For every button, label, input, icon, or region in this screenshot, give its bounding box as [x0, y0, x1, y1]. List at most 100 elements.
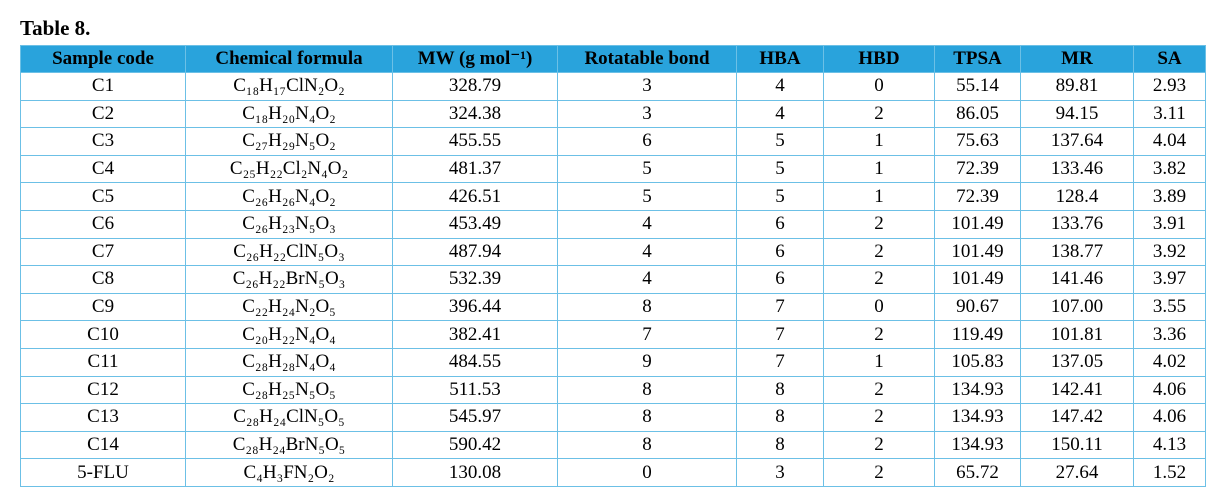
table-cell: 9 [557, 347, 737, 377]
table-cell: C₁₈H₁₇ClN₂O₂ [185, 72, 393, 101]
header-cell: Sample code [20, 45, 186, 73]
table-cell: 1 [823, 127, 935, 156]
table-cell: C₂₆H₂₆N₄O₂ [185, 182, 393, 211]
table-cell: 3 [557, 99, 737, 129]
table-cell: 453.49 [392, 209, 558, 239]
table-cell: 545.97 [392, 403, 558, 432]
table-cell: 65.72 [934, 458, 1021, 487]
header-cell: Chemical formula [185, 45, 393, 73]
table-cell: 6 [557, 127, 737, 156]
table-cell: 2 [823, 458, 935, 487]
table-cell: 3 [557, 72, 737, 101]
header-cell: MW (g mol⁻¹) [392, 45, 558, 73]
table-cell: 133.76 [1020, 209, 1134, 239]
header-cell: SA [1133, 45, 1206, 73]
table-cell: 8 [557, 292, 737, 322]
table-cell: C₂₈H₂₄ClN₅O₅ [185, 403, 393, 432]
table-cell: 8 [736, 430, 824, 460]
table-cell: 396.44 [392, 292, 558, 322]
table-cell: 5 [736, 154, 824, 184]
table-cell: 4 [557, 265, 737, 294]
table-cell: 4.13 [1133, 430, 1206, 460]
table-cell: C9 [20, 292, 186, 322]
table-cell: 4.06 [1133, 375, 1206, 405]
table-cell: 2 [823, 265, 935, 294]
table-cell: 4.04 [1133, 127, 1206, 156]
table-cell: 5 [736, 182, 824, 211]
table-cell: 590.42 [392, 430, 558, 460]
table-cell: 5 [557, 182, 737, 211]
table-cell: 8 [557, 403, 737, 432]
table-cell: 2 [823, 430, 935, 460]
table-cell: 105.83 [934, 347, 1021, 377]
table-cell: 94.15 [1020, 99, 1134, 129]
table-cell: 3.89 [1133, 182, 1206, 211]
table-cell: 130.08 [392, 458, 558, 487]
table-cell: 2 [823, 237, 935, 267]
table-cell: 137.64 [1020, 127, 1134, 156]
header-row: Sample code Chemical formula MW (g mol⁻¹) R… [20, 45, 1206, 73]
table-cell: 4 [736, 72, 824, 101]
table-row: C10 C₂₀H₂₂N₄O₄ 382.41 7 7 2 119.49 101.81 3.36 [20, 320, 1206, 349]
table-cell: 4 [557, 237, 737, 267]
table-cell: C8 [20, 265, 186, 294]
table-cell: C4 [20, 154, 186, 184]
table-cell: C2 [20, 99, 186, 129]
table-cell: 142.41 [1020, 375, 1134, 405]
table-cell: 75.63 [934, 127, 1021, 156]
table-cell: 2 [823, 209, 935, 239]
header-cell: Rotatable bond [557, 45, 737, 73]
table-cell: 1 [823, 347, 935, 377]
table-cell: C5 [20, 182, 186, 211]
table-cell: 3.11 [1133, 99, 1206, 129]
table-cell: 5-FLU [20, 458, 186, 487]
table-cell: 7 [736, 292, 824, 322]
table-cell: 134.93 [934, 430, 1021, 460]
table-cell: 7 [736, 347, 824, 377]
table-cell: 134.93 [934, 403, 1021, 432]
table-cell: 328.79 [392, 72, 558, 101]
table-row: C7 C₂₆H₂₂ClN₅O₃ 487.94 4 6 2 101.49 138.77 3.92 [20, 237, 1206, 267]
table-cell: 5 [557, 154, 737, 184]
table-cell: C1 [20, 72, 186, 101]
table-row: C12 C₂₈H₂₅N₅O₅ 511.53 8 8 2 134.93 142.41 4.06 [20, 375, 1206, 405]
table-cell: 0 [823, 292, 935, 322]
table-cell: C₂₈H₂₄BrN₅O₅ [185, 430, 393, 460]
header-cell: TPSA [934, 45, 1021, 73]
table-row: C9 C₂₂H₂₄N₂O₅ 396.44 8 7 0 90.67 107.00 3.55 [20, 292, 1206, 322]
table-cell: C₂₀H₂₂N₄O₄ [185, 320, 393, 349]
table-row: 5-FLU C₄H₃FN₂O₂ 130.08 0 3 2 65.72 27.64 1.52 [20, 458, 1206, 487]
table-cell: 119.49 [934, 320, 1021, 349]
table-cell: C10 [20, 320, 186, 349]
table-cell: C₂₂H₂₄N₂O₅ [185, 292, 393, 322]
table-cell: 426.51 [392, 182, 558, 211]
table-cell: 86.05 [934, 99, 1021, 129]
table-row: C14 C₂₈H₂₄BrN₅O₅ 590.42 8 8 2 134.93 150.11 4.13 [20, 430, 1206, 460]
table-cell: 3.91 [1133, 209, 1206, 239]
table-cell: 134.93 [934, 375, 1021, 405]
table-cell: 0 [557, 458, 737, 487]
table-cell: 3.82 [1133, 154, 1206, 184]
table-cell: 455.55 [392, 127, 558, 156]
table-row: C6 C₂₆H₂₃N₅O₃ 453.49 4 6 2 101.49 133.76 3.91 [20, 209, 1206, 239]
table-cell: 4 [736, 99, 824, 129]
table-cell: 8 [557, 375, 737, 405]
table-cell: 4.02 [1133, 347, 1206, 377]
table-cell: 6 [736, 265, 824, 294]
table-cell: 1 [823, 154, 935, 184]
table-cell: 89.81 [1020, 72, 1134, 101]
table-cell: 3.92 [1133, 237, 1206, 267]
header-cell: MR [1020, 45, 1134, 73]
table-cell: 8 [736, 403, 824, 432]
table-cell: 4.06 [1133, 403, 1206, 432]
table-cell: 1 [823, 182, 935, 211]
table-row: C11 C₂₈H₂₈N₄O₄ 484.55 9 7 1 105.83 137.05 4.02 [20, 347, 1206, 377]
table-row: C3 C₂₇H₂₉N₅O₂ 455.55 6 5 1 75.63 137.64 4.04 [20, 127, 1206, 156]
table-cell: C₂₈H₂₈N₄O₄ [185, 347, 393, 377]
table-cell: 8 [557, 430, 737, 460]
table-cell: 382.41 [392, 320, 558, 349]
table-cell: 8 [736, 375, 824, 405]
table-cell: 511.53 [392, 375, 558, 405]
table-cell: C13 [20, 403, 186, 432]
